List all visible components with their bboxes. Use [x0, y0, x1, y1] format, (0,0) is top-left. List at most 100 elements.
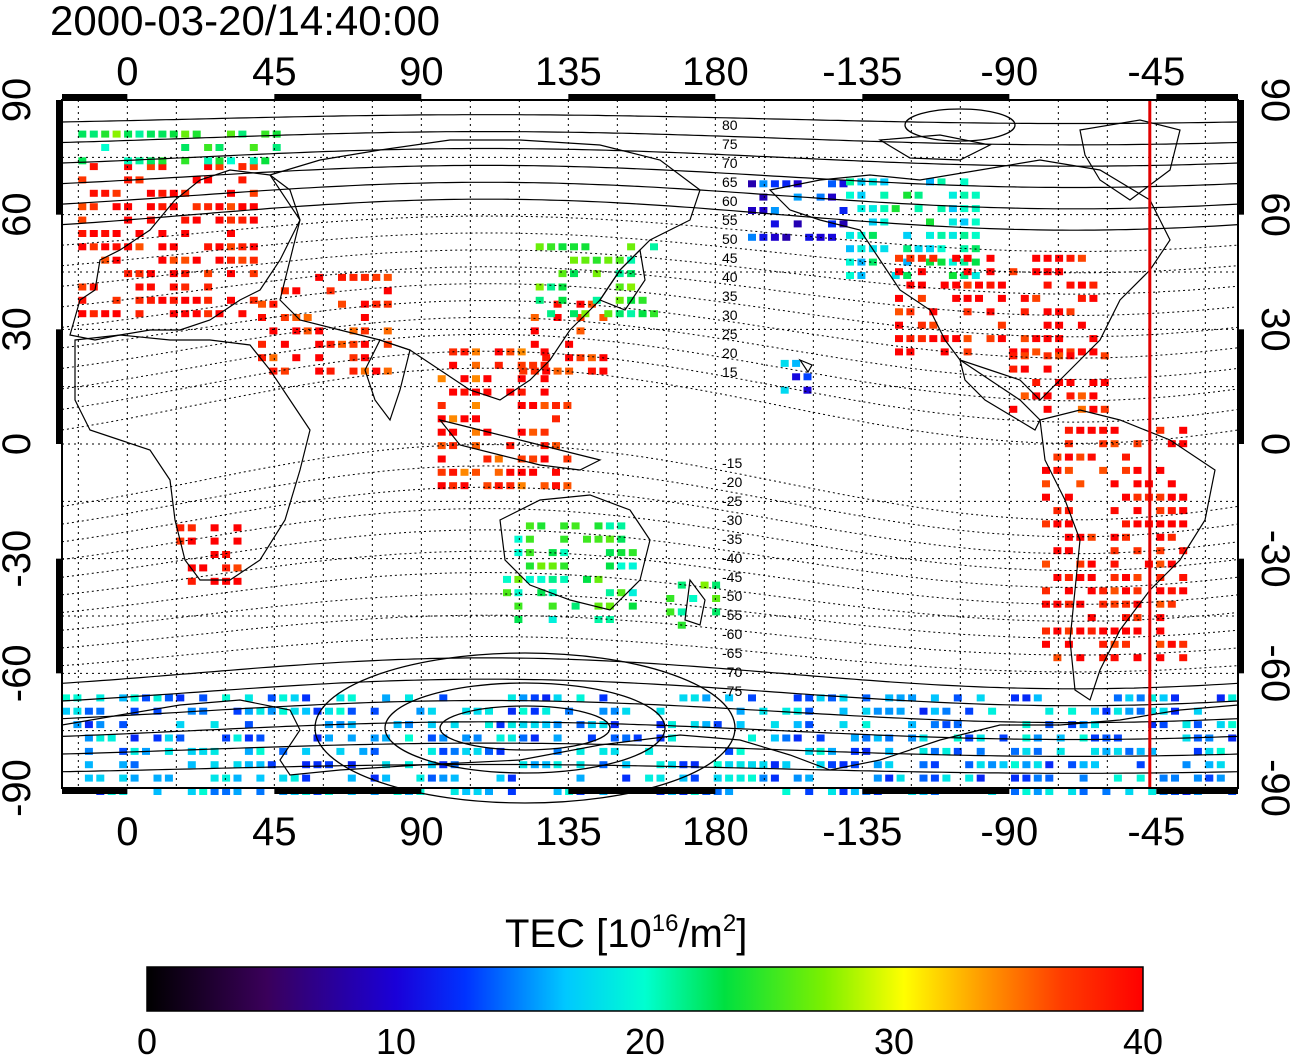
tec-cell	[483, 388, 492, 396]
tec-cell	[78, 203, 87, 211]
tec-cell	[1068, 761, 1077, 769]
tec-cell	[169, 283, 178, 291]
tec-cell	[1113, 707, 1122, 715]
tec-cell	[1087, 627, 1096, 635]
tec-cell	[238, 163, 247, 171]
tec-cell	[238, 216, 247, 224]
tec-cell	[89, 189, 98, 197]
mlat-contour	[61, 333, 1239, 402]
tec-cell	[1064, 426, 1073, 434]
tec-cell	[427, 747, 436, 755]
tec-cell	[485, 707, 493, 715]
tec-cell	[960, 272, 969, 279]
tec-cell	[439, 747, 448, 755]
tec-cell	[1228, 734, 1237, 742]
tec-cell	[130, 761, 139, 769]
mlat-contour	[61, 721, 1239, 741]
tec-cell	[372, 273, 381, 281]
tec-cell	[158, 203, 167, 211]
tec-cell	[1179, 520, 1188, 528]
mlat-contour	[61, 657, 1239, 690]
axis-bar-left	[56, 329, 62, 444]
tec-cell	[846, 258, 854, 266]
tec-cell	[628, 549, 637, 557]
y-right-tick-label: -30	[1253, 530, 1292, 588]
tec-cell	[158, 296, 167, 304]
tec-cell	[96, 734, 105, 742]
tec-cell	[439, 734, 448, 742]
tec-cell	[1076, 453, 1085, 461]
tec-cell	[146, 216, 155, 224]
tec-cell	[1045, 761, 1054, 769]
y-left-tick-label: 30	[0, 307, 39, 352]
colorbar-tick-label: 20	[625, 1021, 665, 1057]
tec-cell	[952, 281, 961, 289]
tec-cell	[507, 734, 516, 742]
tec-cell	[1079, 734, 1088, 742]
tec-cell	[158, 230, 167, 237]
tec-cell	[1079, 721, 1088, 729]
tec-cell	[1011, 761, 1019, 769]
tec-cell	[1100, 379, 1109, 386]
tec-cell	[1089, 335, 1098, 343]
tec-cell	[793, 721, 802, 729]
tec-cell	[1042, 520, 1050, 528]
tec-cell	[759, 180, 768, 188]
tec-cell	[1011, 788, 1019, 795]
tec-cell	[279, 747, 288, 755]
tec-cell	[650, 243, 658, 251]
tec-cell	[553, 747, 562, 755]
tec-cell	[1087, 560, 1096, 568]
mlat-label-north: 70	[722, 155, 738, 171]
colorbar-tick-label: 0	[137, 1021, 157, 1057]
tec-cell	[1167, 440, 1176, 448]
tec-cell	[506, 348, 515, 356]
tec-cell	[507, 788, 516, 795]
tec-cell	[917, 294, 926, 302]
tec-cell	[633, 734, 642, 742]
tec-cell	[349, 327, 358, 335]
tec-cell	[535, 296, 544, 304]
tec-cell	[1022, 761, 1031, 769]
tec-cell	[953, 747, 962, 755]
coast-india	[364, 339, 411, 422]
tec-cell	[302, 707, 311, 715]
tec-cell	[846, 191, 854, 199]
tec-cell	[1042, 627, 1050, 635]
tec-cell	[210, 788, 219, 795]
tec-cell	[997, 321, 1006, 329]
tec-cell	[233, 524, 242, 532]
tec-cell	[581, 310, 590, 318]
tec-cell	[1133, 520, 1142, 528]
coast-europe	[69, 169, 301, 341]
tec-cell	[256, 747, 265, 755]
mlat-contour	[61, 367, 1239, 444]
tec-cell	[525, 522, 534, 530]
tec-cell	[78, 296, 87, 304]
tec-cell	[119, 721, 128, 729]
tec-cell	[610, 734, 619, 742]
mlat-label-north: 40	[722, 269, 738, 285]
tec-cell	[702, 694, 711, 702]
tec-cell	[215, 157, 224, 165]
tec-cell	[233, 577, 242, 585]
coast-antarctica	[61, 699, 1239, 776]
tec-cell	[805, 788, 814, 795]
tec-cell	[548, 549, 557, 557]
tec-cell	[187, 747, 196, 755]
tec-cell	[885, 694, 894, 702]
tec-cell	[903, 258, 912, 266]
tec-cell	[130, 774, 139, 782]
tec-region-europe	[78, 163, 258, 318]
coast-north-america	[768, 159, 1171, 401]
tec-cell	[963, 281, 972, 289]
tec-cell	[238, 130, 247, 138]
tec-cell	[1076, 533, 1085, 541]
tec-cell	[472, 348, 480, 356]
tec-cell	[187, 788, 196, 795]
tec-cell	[896, 774, 905, 782]
tec-cell	[1133, 614, 1142, 622]
tec-cell	[1055, 308, 1064, 316]
tec-cell	[473, 707, 482, 715]
tec-cell	[101, 310, 110, 318]
